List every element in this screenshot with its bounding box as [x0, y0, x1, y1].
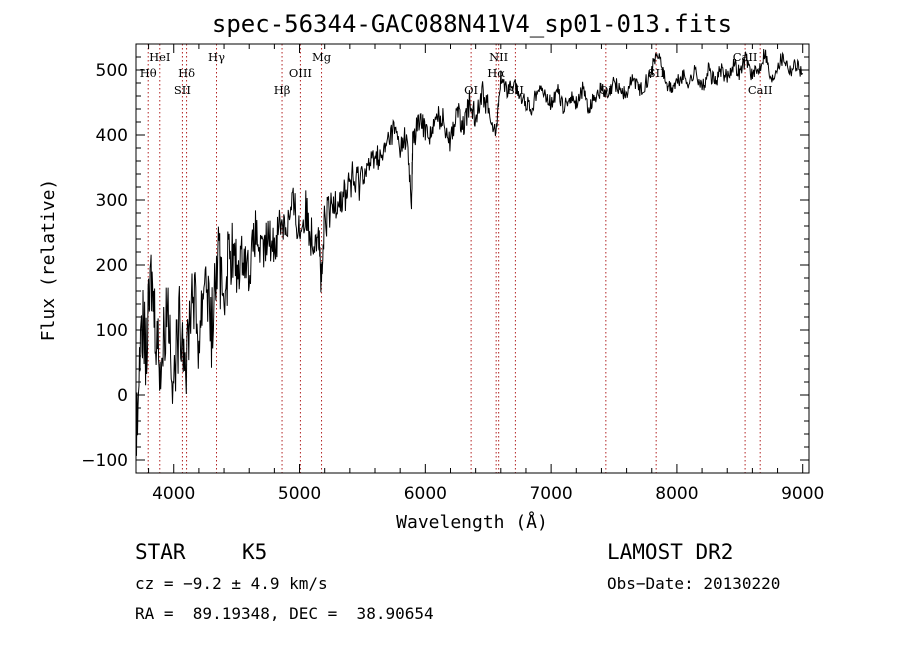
- object-class: STAR: [135, 540, 186, 564]
- emission-line-label: HeI: [149, 50, 170, 64]
- emission-line-label: Hθ: [140, 66, 157, 80]
- y-tick-label: 200: [96, 256, 128, 276]
- survey-name: LAMOST DR2: [607, 540, 734, 564]
- emission-line-label: Hγ: [208, 50, 225, 64]
- y-tick-label: −100: [81, 451, 128, 471]
- x-tick-label: 5000: [278, 484, 321, 504]
- x-tick-label: 7000: [529, 484, 572, 504]
- flux-series: [135, 48, 804, 456]
- y-tick-label: 400: [96, 126, 128, 146]
- x-tick-label: 4000: [152, 484, 195, 504]
- emission-line-label: Mg: [312, 50, 332, 64]
- emission-line-label: OIII: [289, 66, 312, 80]
- y-axis-label: Flux (relative): [38, 179, 59, 342]
- emission-line-label: Hα: [487, 66, 505, 80]
- y-tick-label: 500: [96, 61, 128, 81]
- object-subclass: K5: [242, 540, 268, 564]
- emission-line-label: SII: [648, 66, 665, 80]
- emission-line-label: SII: [507, 83, 524, 97]
- y-tick-label: 100: [96, 321, 128, 341]
- chart-title: spec-56344-GAC088N41V4_sp01-013.fits: [212, 10, 732, 38]
- x-tick-label: 6000: [404, 484, 447, 504]
- radial-velocity: cz = −9.2 ± 4.9 km/s: [135, 574, 328, 593]
- emission-line-label: NII: [489, 50, 508, 64]
- coordinates: RA = 89.19348, DEC = 38.90654: [135, 604, 434, 623]
- emission-line-label: OI: [599, 83, 613, 97]
- x-axis-label: Wavelength (Å): [396, 511, 548, 533]
- flux-line: [135, 48, 804, 456]
- x-tick-label: 9000: [781, 484, 824, 504]
- y-tick-label: 300: [96, 191, 128, 211]
- plot-frame: [135, 43, 810, 474]
- emission-line-markers: [147, 44, 761, 473]
- y-tick-label: 0: [117, 386, 128, 406]
- emission-line-label: CaII: [748, 83, 773, 97]
- emission-line-label: SII: [174, 83, 191, 97]
- emission-line-label: Hβ: [274, 83, 291, 97]
- axis-ticks: 4000 5000 6000 7000 8000 9000 −100 0 100 200 300 40…: [81, 44, 824, 504]
- x-tick-label: 8000: [655, 484, 698, 504]
- emission-line-label: OI: [464, 83, 478, 97]
- emission-line-label: CaII: [733, 50, 758, 64]
- observation-date: Obs−Date: 20130220: [607, 574, 781, 593]
- emission-line-label: Hδ: [178, 66, 195, 80]
